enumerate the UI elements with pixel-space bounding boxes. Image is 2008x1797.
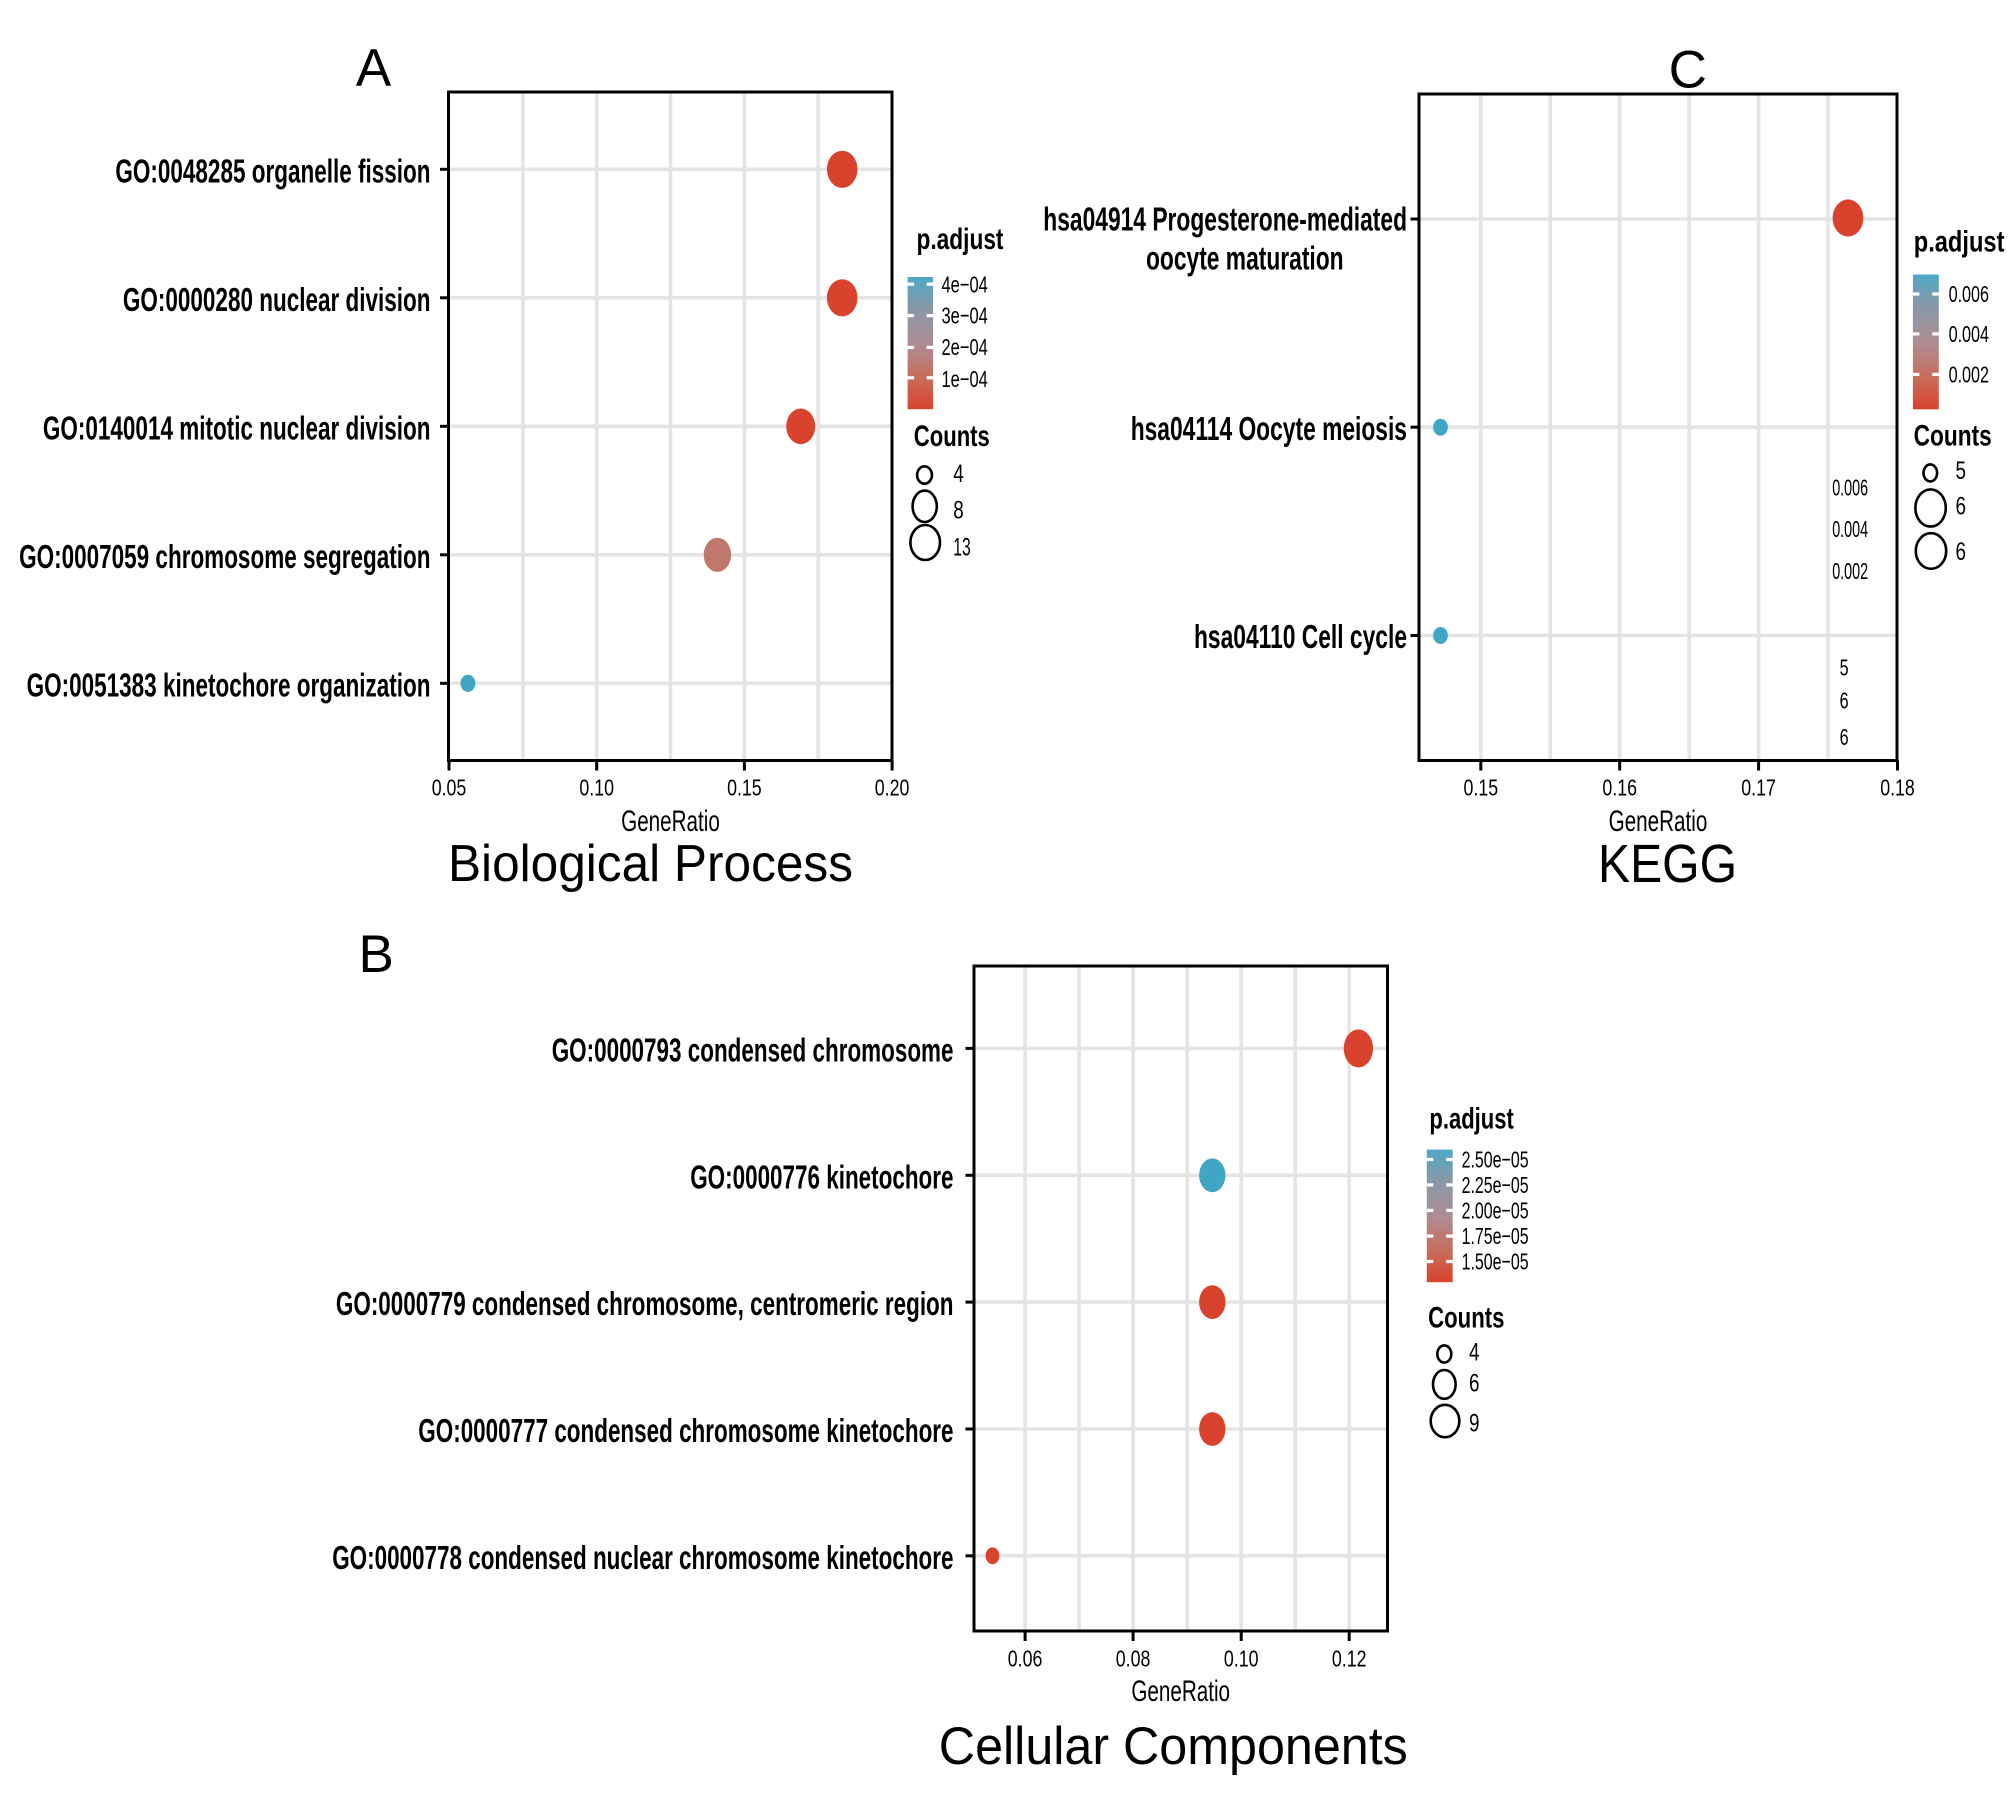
svg-text:A: A <box>356 38 392 97</box>
svg-text:Counts: Counts <box>914 420 990 453</box>
svg-text:p.adjust: p.adjust <box>1429 1103 1513 1136</box>
svg-text:Cellular Components: Cellular Components <box>939 1717 1408 1776</box>
svg-text:GO:0048285 organelle fission: GO:0048285 organelle fission <box>115 152 430 189</box>
svg-text:5: 5 <box>1956 457 1967 485</box>
svg-text:6: 6 <box>1840 687 1849 713</box>
svg-text:hsa04114 Oocyte meiosis: hsa04114 Oocyte meiosis <box>1131 410 1407 447</box>
svg-text:0.16: 0.16 <box>1602 775 1637 801</box>
svg-text:2e−04: 2e−04 <box>942 334 988 360</box>
svg-text:8: 8 <box>953 496 964 524</box>
svg-text:4: 4 <box>953 460 964 488</box>
svg-text:GO:0000280 nuclear division: GO:0000280 nuclear division <box>123 281 431 318</box>
svg-text:4e−04: 4e−04 <box>942 272 988 298</box>
svg-text:2.25e−05: 2.25e−05 <box>1462 1172 1529 1198</box>
svg-text:GO:0000776 kinetochore: GO:0000776 kinetochore <box>690 1158 953 1195</box>
svg-text:B: B <box>359 925 394 984</box>
svg-text:p.adjust: p.adjust <box>1914 226 2005 259</box>
svg-text:GeneRatio: GeneRatio <box>621 805 720 838</box>
svg-text:GO:0000777 condensed chromosom: GO:0000777 condensed chromosome kinetoch… <box>418 1412 953 1449</box>
svg-text:2.50e−05: 2.50e−05 <box>1462 1147 1529 1173</box>
svg-text:13: 13 <box>953 534 971 562</box>
svg-text:0.004: 0.004 <box>1832 516 1868 542</box>
svg-text:2.00e−05: 2.00e−05 <box>1462 1197 1529 1223</box>
svg-text:GO:0051383 kinetochore organiz: GO:0051383 kinetochore organization <box>27 666 431 703</box>
svg-text:0.08: 0.08 <box>1116 1645 1151 1671</box>
svg-text:GO:0007059 chromosome segregat: GO:0007059 chromosome segregation <box>19 538 430 575</box>
svg-text:0.15: 0.15 <box>1464 775 1499 801</box>
svg-text:6: 6 <box>1956 538 1967 566</box>
svg-text:5: 5 <box>1840 654 1849 680</box>
svg-text:6: 6 <box>1956 493 1967 521</box>
svg-text:Biological Process: Biological Process <box>448 835 853 893</box>
svg-text:1.75e−05: 1.75e−05 <box>1462 1223 1529 1249</box>
svg-text:C: C <box>1669 41 1707 100</box>
svg-text:oocyte maturation: oocyte maturation <box>1146 240 1344 277</box>
svg-text:1.50e−05: 1.50e−05 <box>1462 1249 1529 1275</box>
svg-text:Counts: Counts <box>1914 420 1992 453</box>
svg-text:0.12: 0.12 <box>1332 1645 1367 1671</box>
svg-text:hsa04110 Cell cycle: hsa04110 Cell cycle <box>1194 618 1407 655</box>
svg-text:0.15: 0.15 <box>727 775 762 801</box>
svg-text:3e−04: 3e−04 <box>942 303 988 329</box>
svg-text:GO:0000778 condensed nuclear c: GO:0000778 condensed nuclear chromosome … <box>332 1539 953 1576</box>
svg-text:0.002: 0.002 <box>1949 361 1989 387</box>
svg-text:GO:0000793 condensed chromosom: GO:0000793 condensed chromosome <box>552 1031 954 1068</box>
svg-text:0.20: 0.20 <box>875 775 910 801</box>
svg-text:0.002: 0.002 <box>1832 558 1868 584</box>
svg-text:0.06: 0.06 <box>1008 1645 1043 1671</box>
svg-text:1e−04: 1e−04 <box>942 366 988 392</box>
svg-text:0.10: 0.10 <box>1224 1645 1259 1671</box>
svg-text:GO:0000779 condensed chromosom: GO:0000779 condensed chromosome, centrom… <box>336 1285 954 1322</box>
svg-text:0.004: 0.004 <box>1949 321 1989 347</box>
svg-text:0.10: 0.10 <box>579 775 614 801</box>
svg-text:GO:0140014 mitotic nuclear div: GO:0140014 mitotic nuclear division <box>43 409 431 446</box>
svg-text:6: 6 <box>1840 724 1849 750</box>
svg-text:4: 4 <box>1469 1339 1480 1367</box>
svg-text:GeneRatio: GeneRatio <box>1131 1675 1230 1708</box>
svg-text:0.17: 0.17 <box>1741 775 1776 801</box>
svg-text:0.05: 0.05 <box>432 775 467 801</box>
svg-text:9: 9 <box>1469 1410 1480 1438</box>
svg-text:0.006: 0.006 <box>1832 474 1868 500</box>
svg-text:6: 6 <box>1469 1370 1480 1398</box>
svg-text:Counts: Counts <box>1428 1302 1504 1335</box>
svg-text:0.18: 0.18 <box>1880 775 1915 801</box>
svg-text:hsa04914 Progesterone-mediated: hsa04914 Progesterone-mediated <box>1043 200 1407 237</box>
svg-text:GeneRatio: GeneRatio <box>1609 805 1708 838</box>
svg-text:0.006: 0.006 <box>1949 281 1989 307</box>
svg-text:p.adjust: p.adjust <box>917 223 1004 256</box>
svg-text:KEGG: KEGG <box>1598 834 1737 894</box>
